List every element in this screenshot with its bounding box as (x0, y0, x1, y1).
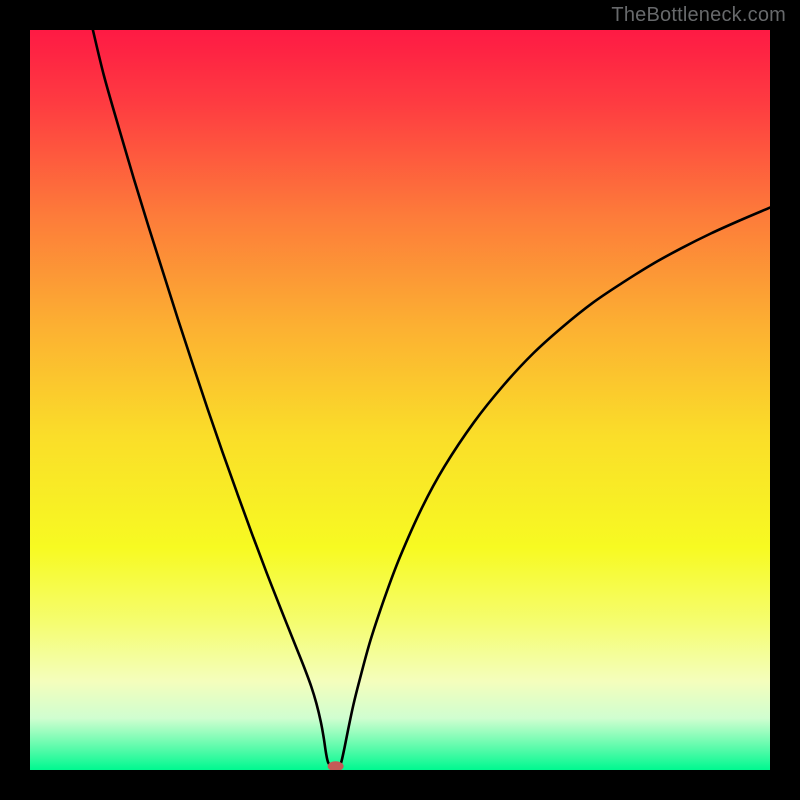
plot-outer: TheBottleneck.com (0, 0, 800, 800)
watermark-text: TheBottleneck.com (611, 4, 786, 27)
curve-right-branch (339, 208, 770, 768)
curve-left-branch (93, 30, 333, 768)
bottleneck-curve-svg (30, 30, 770, 770)
plot-area (30, 30, 770, 770)
